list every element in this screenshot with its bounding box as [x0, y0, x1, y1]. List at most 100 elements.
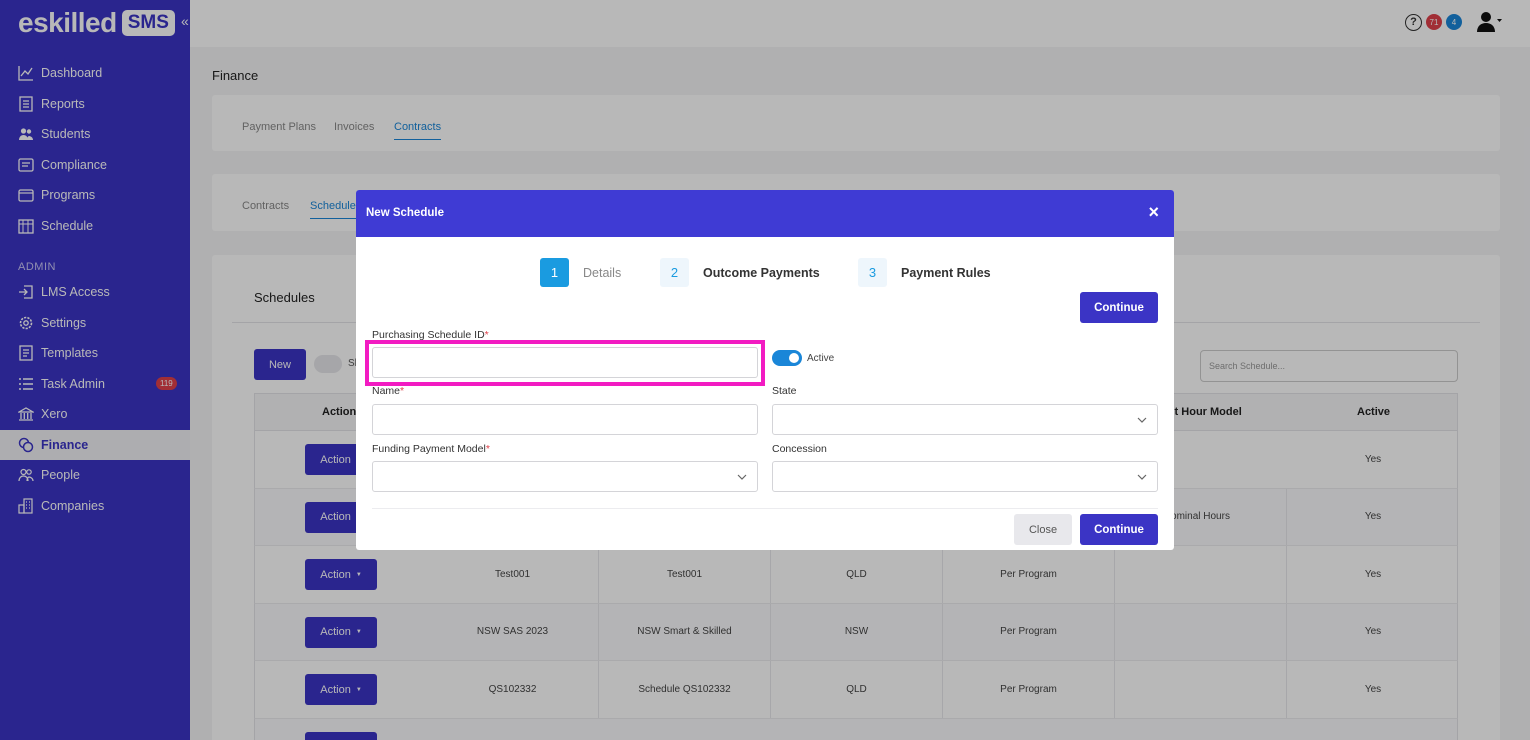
- brand-logo[interactable]: eskilled SMS: [18, 7, 175, 38]
- caret-down-icon: ▼: [355, 571, 362, 578]
- required-mark: *: [400, 385, 405, 397]
- step-number: 1: [540, 258, 569, 287]
- sidebar-item-companies[interactable]: Companies: [0, 491, 190, 522]
- brand-tag: SMS: [121, 10, 175, 36]
- cell-model: Per Program: [943, 661, 1115, 718]
- tab-payment-plans[interactable]: Payment Plans: [242, 121, 316, 133]
- step-label: Payment Rules: [901, 265, 991, 280]
- building-icon: [17, 497, 34, 514]
- sidebar-item-finance[interactable]: Finance: [0, 429, 190, 460]
- chevron-down-icon: [737, 474, 747, 480]
- user-avatar-icon[interactable]: [1476, 10, 1502, 34]
- row-action-button[interactable]: Action ▼: [305, 559, 377, 590]
- task-count-badge: 119: [156, 376, 177, 390]
- tab-contracts[interactable]: Contracts: [394, 121, 442, 140]
- sidebar-item-label: Dashboard: [41, 66, 103, 81]
- header-actions: Actions: [322, 406, 363, 418]
- calendar-icon: [17, 217, 34, 234]
- sidebar-item-templates[interactable]: Templates: [0, 338, 190, 369]
- help-icon[interactable]: ?: [1405, 13, 1422, 31]
- cell-name: NSW Smart & Skilled: [599, 603, 771, 660]
- schedule-id-label: Purchasing Schedule ID*: [372, 329, 489, 341]
- row-action-button[interactable]: [305, 731, 377, 740]
- cell-state: QLD: [771, 546, 943, 603]
- row-action-button[interactable]: Action ▼: [305, 616, 377, 648]
- sidebar-item-task-admin[interactable]: Task Admin 119: [0, 369, 190, 400]
- sidebar: eskilled SMS « Dashboard Reports Student…: [0, 0, 190, 740]
- cell-state: NSW: [771, 603, 943, 660]
- state-label: State: [772, 385, 797, 397]
- tab-invoices[interactable]: Invoices: [334, 121, 375, 133]
- continue-button-top[interactable]: Continue: [1080, 292, 1158, 323]
- label-text: Funding Payment Model: [372, 443, 486, 455]
- sidebar-item-schedule[interactable]: Schedule: [0, 211, 190, 242]
- cell-hour-model: [1115, 546, 1287, 603]
- close-button[interactable]: Close: [1014, 514, 1072, 545]
- sidebar-item-xero[interactable]: Xero: [0, 399, 190, 430]
- cell-state: QLD: [771, 661, 943, 718]
- cell-active: Yes: [1364, 626, 1382, 638]
- sidebar-item-compliance[interactable]: Compliance: [0, 150, 190, 181]
- subtab-schedule[interactable]: Schedule: [310, 200, 356, 219]
- sidebar-item-lms-access[interactable]: LMS Access: [0, 277, 190, 308]
- report-icon: [17, 95, 34, 112]
- step-payment-rules[interactable]: 3 Payment Rules: [858, 258, 991, 287]
- sidebar-item-label: Xero: [41, 407, 68, 422]
- label-text: Name: [372, 385, 401, 397]
- bank-icon: [17, 406, 34, 423]
- close-icon[interactable]: ×: [1148, 202, 1159, 222]
- admin-section-label: ADMIN: [18, 261, 56, 273]
- name-input[interactable]: [372, 404, 758, 435]
- table-row: [254, 718, 1458, 740]
- row-action-button[interactable]: Action ▼: [305, 674, 377, 705]
- continue-button-bottom[interactable]: Continue: [1080, 514, 1158, 545]
- sidebar-item-dashboard[interactable]: Dashboard: [0, 58, 190, 89]
- brand-word: eskilled: [18, 7, 117, 38]
- cell-name: Test001: [599, 546, 771, 603]
- funding-model-select[interactable]: [372, 461, 758, 492]
- divider: [372, 508, 1158, 509]
- login-icon: [17, 284, 34, 301]
- sidebar-item-programs[interactable]: Programs: [0, 180, 190, 211]
- active-toggle[interactable]: [772, 350, 802, 366]
- search-schedule-input[interactable]: Search Schedule...: [1200, 350, 1458, 382]
- coins-icon: [17, 436, 34, 453]
- subtab-contracts[interactable]: Contracts: [242, 200, 290, 212]
- schedule-id-highlight: [365, 340, 765, 386]
- cell-hour-model: [1115, 661, 1287, 718]
- cell-name: Schedule QS102332: [599, 661, 771, 718]
- messages-badge[interactable]: 4: [1446, 14, 1462, 30]
- step-outcome-payments[interactable]: 2 Outcome Payments: [660, 258, 820, 287]
- schedule-id-input[interactable]: [372, 347, 758, 378]
- list-icon: [17, 375, 34, 392]
- step-number: 2: [660, 258, 689, 287]
- show-toggle[interactable]: [314, 355, 342, 373]
- required-mark: *: [485, 443, 490, 455]
- sidebar-item-label: Settings: [41, 315, 87, 330]
- collapse-sidebar-icon[interactable]: «: [181, 13, 189, 29]
- table-row: Action ▼ NSW SAS 2023 NSW Smart & Skilled…: [254, 603, 1458, 661]
- name-label: Name*: [372, 385, 404, 397]
- cell-model: Per Program: [943, 603, 1115, 660]
- caret-down-icon: ▼: [355, 629, 362, 635]
- cell-active: Yes: [1364, 511, 1382, 523]
- sidebar-item-label: Reports: [41, 96, 85, 111]
- caret-down-icon: ▼: [355, 686, 362, 693]
- users-icon: [17, 126, 34, 143]
- cell-active: Yes: [1364, 453, 1382, 465]
- concession-select[interactable]: [772, 461, 1158, 492]
- sidebar-item-people[interactable]: People: [0, 460, 190, 491]
- alerts-badge[interactable]: 71: [1426, 14, 1442, 30]
- sidebar-item-reports[interactable]: Reports: [0, 89, 190, 120]
- new-schedule-button[interactable]: New: [254, 349, 306, 380]
- cell-active: Yes: [1364, 683, 1382, 695]
- cell-hour-model: [1115, 603, 1287, 660]
- state-select[interactable]: [772, 404, 1158, 435]
- required-mark: *: [484, 329, 489, 341]
- step-label: Details: [583, 265, 622, 280]
- action-label: Action: [320, 626, 351, 638]
- sidebar-nav: Dashboard Reports Students Compliance Pr…: [0, 58, 190, 521]
- sidebar-item-settings[interactable]: Settings: [0, 308, 190, 339]
- sidebar-item-students[interactable]: Students: [0, 119, 190, 150]
- step-details[interactable]: 1 Details: [540, 258, 621, 287]
